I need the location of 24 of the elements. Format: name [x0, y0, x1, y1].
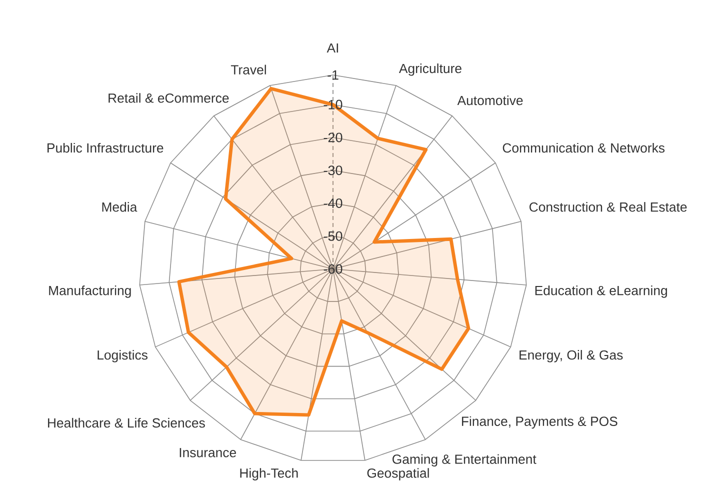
spoke-label: Travel — [230, 64, 266, 74]
spoke-label: Agriculture — [398, 63, 462, 76]
spoke-label: Gaming & Entertainment — [392, 454, 536, 467]
spoke-label: Automotive — [457, 95, 523, 106]
spoke-label: Public Infrastructure — [48, 142, 164, 153]
spoke-label: Insurance — [180, 448, 236, 458]
spoke-label: Retail & eCommerce — [108, 93, 229, 103]
spoke-label: Healthcare & Life Sciences — [48, 418, 205, 428]
spoke-label: Geospatial — [367, 468, 429, 480]
y-tick-label: -20 — [324, 132, 342, 142]
y-tick-label: -50 — [324, 231, 342, 241]
y-tick-label: -30 — [324, 166, 342, 176]
spoke-label: Manufacturing — [49, 286, 131, 298]
spoke-label: High-Tech — [240, 468, 298, 480]
spoke-label: Energy, Oil & Gas — [520, 350, 623, 362]
spoke-label: Construction & Real Estate — [530, 202, 687, 212]
y-tick-label: -40 — [324, 198, 342, 208]
spoke-label: Finance, Payments & POS — [462, 416, 618, 429]
y-tick-label: -60 — [324, 264, 342, 274]
spoke-label: Education & eLearning — [535, 286, 667, 298]
spoke-label: AI — [326, 43, 338, 53]
spoke-label: Media — [102, 202, 138, 212]
spoke-label: Communication & Networks — [502, 142, 665, 153]
spoke-label: Logistics — [98, 350, 148, 362]
